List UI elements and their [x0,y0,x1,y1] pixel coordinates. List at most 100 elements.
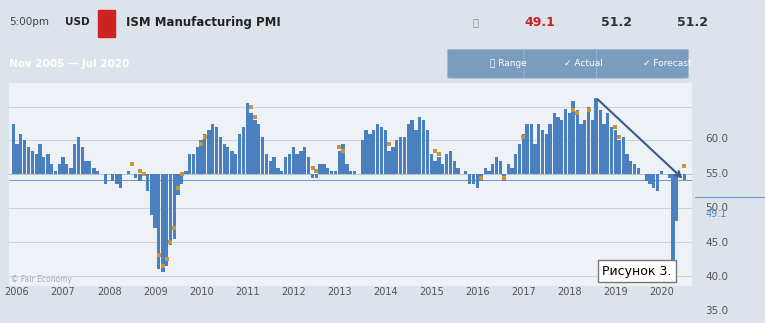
Text: 51.2: 51.2 [601,16,632,29]
Bar [284,157,287,174]
Bar [360,141,364,174]
Bar [93,168,96,174]
Bar [441,164,444,174]
Bar [38,144,41,174]
Bar [346,164,349,174]
Bar [407,124,410,174]
Bar [636,168,640,174]
Bar [503,174,506,181]
Bar [200,141,203,174]
Bar [46,154,50,174]
Bar [364,130,368,174]
Bar [545,134,548,174]
Bar [369,134,372,174]
Bar [253,120,257,174]
Text: 35.0: 35.0 [705,307,728,317]
Bar [27,147,30,174]
Bar [73,144,76,174]
Bar [272,157,275,174]
Text: 49.1: 49.1 [524,16,555,29]
Bar [157,174,161,269]
Bar [476,174,479,188]
Bar [652,174,656,188]
Bar [438,157,441,174]
Bar [568,113,571,174]
Bar [606,113,609,174]
Text: 49.1: 49.1 [705,209,727,219]
Bar [177,174,180,194]
Bar [280,171,283,174]
Text: 🔒: 🔒 [473,17,479,27]
Text: 5:00pm: 5:00pm [9,17,49,27]
Bar [656,174,659,191]
Bar [161,174,164,272]
Bar [491,164,494,174]
Bar [614,130,617,174]
Bar [622,137,625,174]
Bar [288,154,291,174]
FancyBboxPatch shape [448,49,532,78]
Text: 60.0: 60.0 [705,134,728,144]
Bar [19,134,22,174]
Bar [269,161,272,174]
Bar [307,157,310,174]
Bar [583,120,586,174]
Bar [257,124,260,174]
Text: Nov 2005 — Jul 2020: Nov 2005 — Jul 2020 [9,59,129,69]
Bar [318,164,321,174]
Bar [116,174,119,184]
Bar [472,174,475,184]
Bar [541,130,545,174]
Bar [311,174,314,178]
Bar [211,124,214,174]
Bar [119,174,122,188]
Bar [249,113,252,174]
Bar [207,130,210,174]
Bar [399,137,402,174]
Bar [23,141,27,174]
Bar [303,147,306,174]
Bar [591,120,594,174]
Bar [111,174,115,181]
Bar [625,154,629,174]
Bar [76,137,80,174]
Bar [57,164,61,174]
Bar [372,130,376,174]
Bar [610,127,614,174]
Bar [165,174,168,266]
Bar [675,174,679,221]
Bar [295,154,298,174]
Bar [42,157,45,174]
Bar [138,174,142,181]
Bar [518,144,522,174]
Bar [234,154,237,174]
Bar [444,154,448,174]
Bar [660,171,663,174]
Bar [549,124,552,174]
Bar [556,117,559,174]
Bar [238,134,241,174]
Bar [104,174,107,184]
Bar [173,174,176,238]
Bar [265,154,269,174]
Text: Рисунок 3.: Рисунок 3. [603,265,672,278]
Text: ISM Manufacturing PMI: ISM Manufacturing PMI [126,16,281,29]
Bar [426,130,429,174]
Bar [145,174,149,191]
FancyBboxPatch shape [597,49,688,78]
Bar [127,171,130,174]
Bar [330,171,333,174]
Bar [495,157,498,174]
Bar [648,174,652,184]
Bar [69,168,73,174]
Bar [633,164,636,174]
Bar [11,124,15,174]
Bar [65,164,68,174]
Bar [96,171,99,174]
Bar [98,10,115,36]
Text: 50.0: 50.0 [705,203,728,213]
Bar [387,151,391,174]
Bar [552,113,556,174]
Bar [15,144,18,174]
Bar [261,137,264,174]
